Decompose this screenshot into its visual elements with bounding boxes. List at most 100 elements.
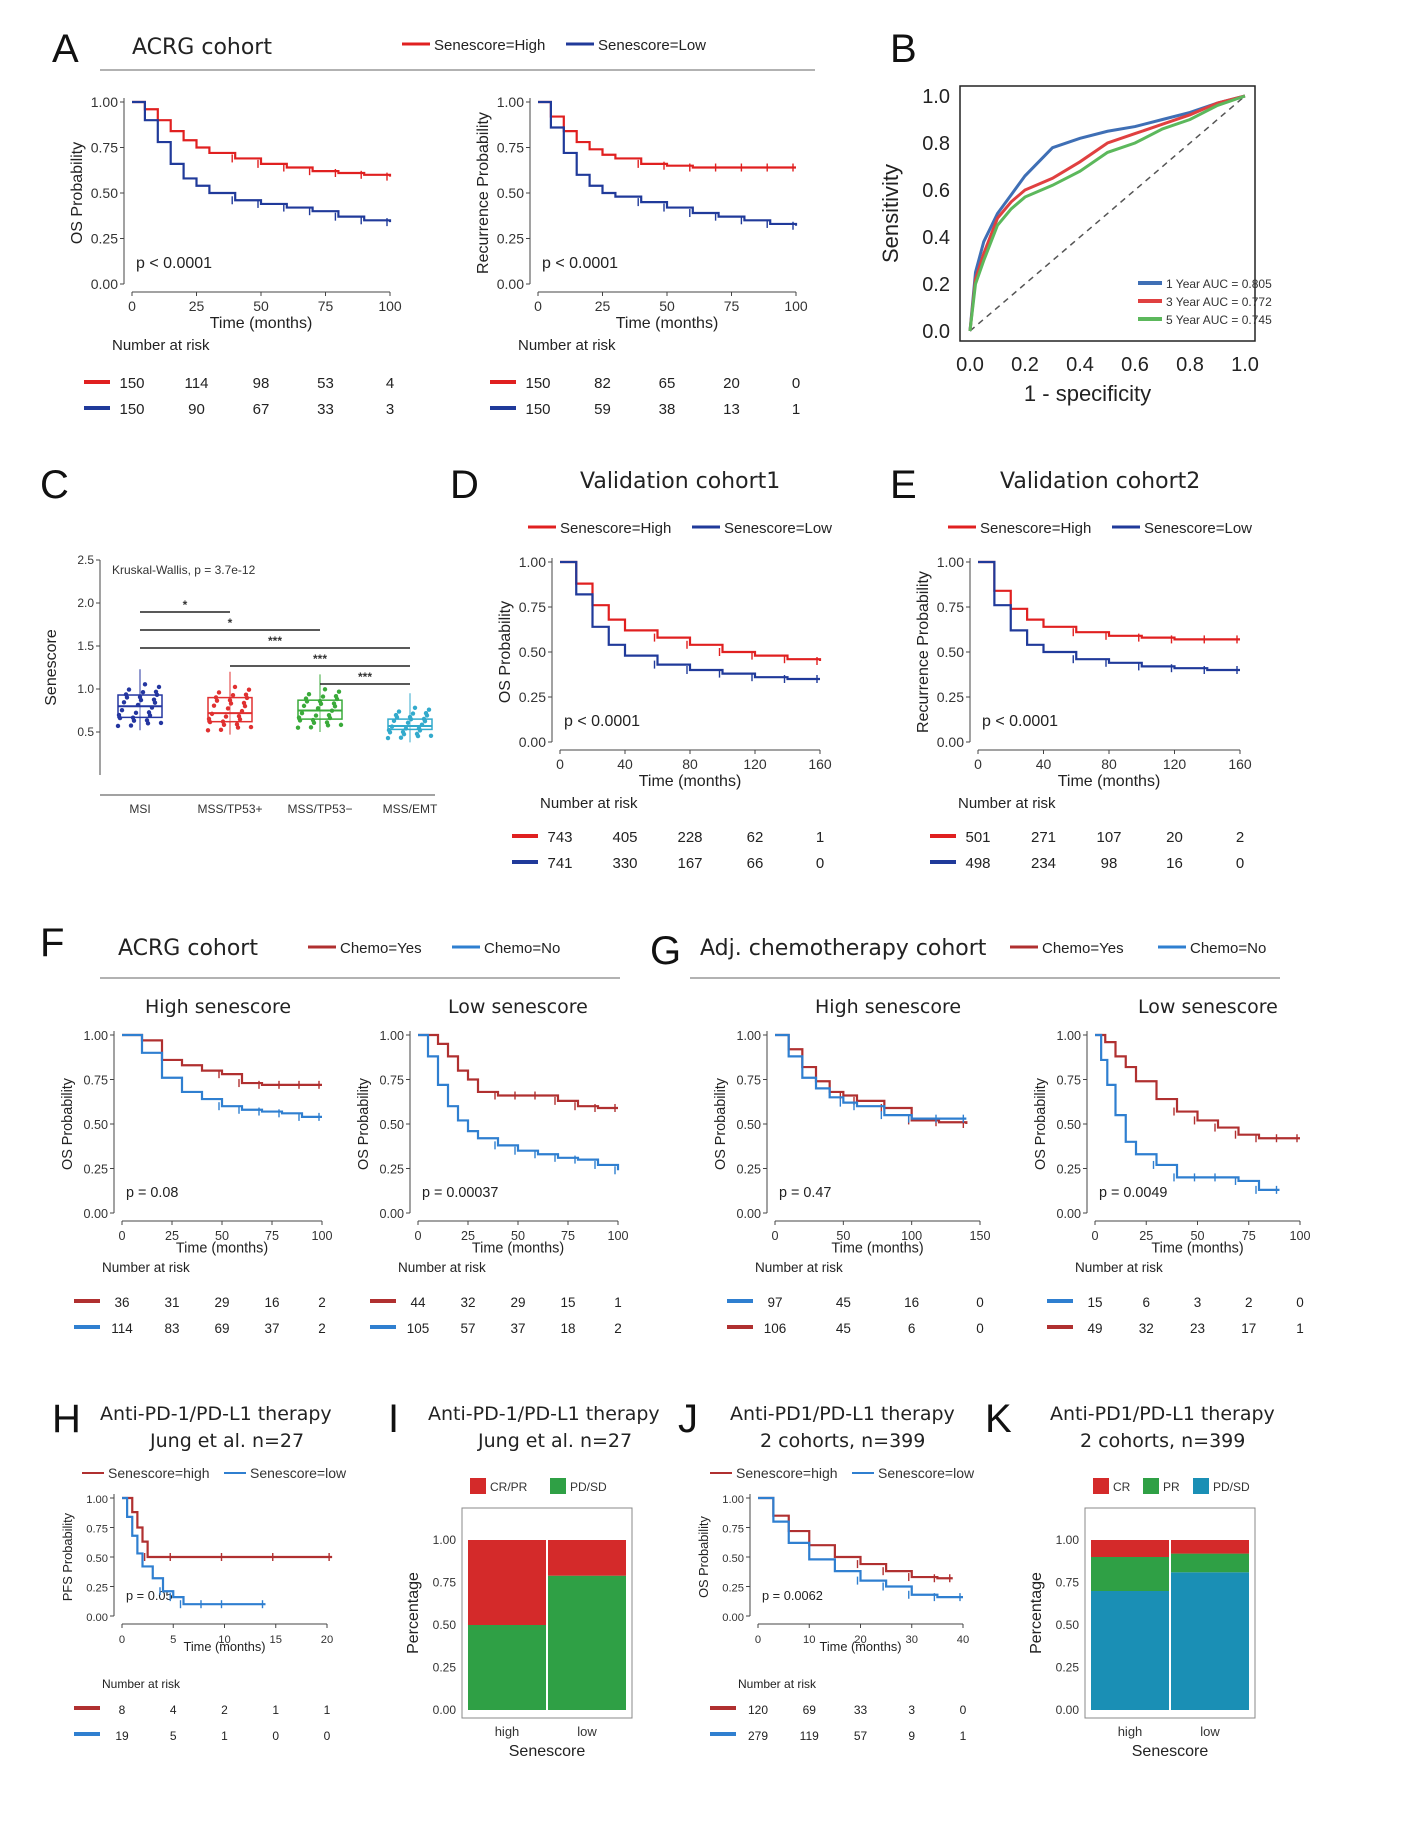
data-point bbox=[329, 708, 335, 713]
survival-curve-group-1 bbox=[122, 1496, 333, 1559]
panel-letter-k: K bbox=[985, 1397, 1012, 1441]
y-tick-label: 0.25 bbox=[83, 1163, 108, 1177]
risk-count: 33 bbox=[854, 1703, 868, 1717]
legend-label: PR bbox=[1163, 1480, 1180, 1494]
x-axis-label: Time (months) bbox=[1058, 773, 1161, 790]
x-axis-label: Time (months) bbox=[819, 1639, 901, 1654]
y-tick-label: 0.00 bbox=[937, 734, 964, 750]
data-point bbox=[223, 714, 229, 719]
x-tick-label: 0 bbox=[556, 756, 564, 772]
data-point bbox=[320, 694, 326, 699]
data-point bbox=[230, 692, 236, 698]
data-point bbox=[115, 723, 121, 729]
data-point bbox=[407, 714, 413, 720]
risk-count: 62 bbox=[747, 829, 764, 846]
number-at-risk-label: Number at risk bbox=[102, 1260, 190, 1275]
x-tick-label: low bbox=[1200, 1724, 1220, 1739]
data-point bbox=[310, 717, 316, 723]
y-tick-label: 1.00 bbox=[1056, 1029, 1081, 1043]
risk-count: 228 bbox=[677, 829, 702, 846]
risk-count: 45 bbox=[836, 1295, 851, 1310]
panel-letter-c: C bbox=[40, 463, 69, 507]
risk-count: 45 bbox=[836, 1321, 851, 1336]
data-point bbox=[414, 731, 420, 737]
plot-frame bbox=[461, 1507, 633, 1719]
bar-segment-pdsd bbox=[468, 1625, 546, 1710]
data-point bbox=[393, 712, 399, 718]
survival-curve-group-1 bbox=[560, 560, 822, 661]
y-tick-label: 0.50 bbox=[91, 185, 118, 201]
data-point bbox=[412, 705, 418, 710]
f-title: ACRG cohort bbox=[118, 936, 258, 961]
x-tick-label: 0 bbox=[534, 298, 542, 314]
j-legend: Senescore=high Senescore=low bbox=[710, 1465, 975, 1481]
x-tick-label: 50 bbox=[253, 298, 269, 314]
x-tick-label: 100 bbox=[784, 298, 808, 314]
p-value: p < 0.0001 bbox=[982, 713, 1058, 730]
data-point bbox=[209, 711, 215, 717]
risk-count: 97 bbox=[767, 1295, 782, 1310]
x-tick-label: 40 bbox=[1036, 756, 1052, 772]
risk-count: 31 bbox=[164, 1295, 179, 1310]
data-point bbox=[123, 692, 129, 697]
a2-km-plot: 0.00 0.25 0.50 0.75 1.00 0 25 50 75 100 Time (mont… bbox=[475, 94, 808, 418]
y-tick-label: 0.25 bbox=[497, 231, 524, 247]
risk-count: 1 bbox=[324, 1703, 331, 1717]
risk-count: 16 bbox=[904, 1295, 919, 1310]
x-axis-label: Time (months) bbox=[616, 315, 719, 332]
panel-letter-b: B bbox=[890, 27, 917, 71]
y-axis-label: Percentage bbox=[405, 1572, 422, 1654]
g1-subtitle: High senescore bbox=[815, 996, 961, 1018]
risk-count: 0 bbox=[792, 375, 800, 392]
y-tick-label: 0.50 bbox=[722, 1553, 744, 1565]
significance-label: *** bbox=[268, 634, 282, 648]
y-tick-label: 0.2 bbox=[922, 274, 950, 296]
data-point bbox=[317, 698, 323, 704]
x-tick-label: 40 bbox=[957, 1634, 969, 1646]
y-tick-label: 1.00 bbox=[83, 1029, 108, 1043]
number-at-risk-label: Number at risk bbox=[112, 337, 210, 354]
y-tick-label: 0.4 bbox=[922, 227, 950, 249]
g2-km-plot: 0.00 0.25 0.50 0.75 1.00 0 25 50 75 100 Time (mont… bbox=[1033, 1029, 1311, 1336]
risk-count: 2 bbox=[318, 1321, 326, 1336]
data-point bbox=[326, 712, 332, 718]
number-at-risk-label: Number at risk bbox=[540, 795, 638, 812]
x-tick-label: MSI bbox=[129, 802, 150, 816]
data-point bbox=[234, 722, 240, 727]
data-point bbox=[308, 725, 314, 730]
panel-letter-g: G bbox=[650, 929, 681, 973]
risk-count: 501 bbox=[965, 829, 990, 846]
risk-count: 9 bbox=[908, 1729, 915, 1743]
risk-count: 37 bbox=[510, 1321, 525, 1336]
p-value: p = 0.0049 bbox=[1099, 1185, 1167, 1201]
risk-count: 2 bbox=[1245, 1295, 1253, 1310]
risk-count: 150 bbox=[119, 401, 144, 418]
y-tick-label: 0.0 bbox=[922, 321, 950, 343]
survival-curve-group-1 bbox=[122, 1033, 322, 1086]
g-legend-yes: Chemo=Yes bbox=[1042, 940, 1124, 957]
risk-count: 4 bbox=[386, 375, 394, 392]
risk-count: 150 bbox=[119, 375, 144, 392]
x-tick-label: 100 bbox=[311, 1229, 332, 1243]
data-point bbox=[216, 690, 222, 695]
y-axis-label: OS Probability bbox=[497, 601, 514, 703]
risk-count: 29 bbox=[510, 1295, 525, 1310]
risk-count: 2 bbox=[318, 1295, 326, 1310]
roc-legend-label: 1 Year AUC = 0.805 bbox=[1166, 277, 1272, 291]
y-tick-label: 0.25 bbox=[91, 231, 118, 247]
panel-letter-d: D bbox=[450, 463, 479, 507]
y-tick-label: 0.6 bbox=[922, 180, 950, 202]
survival-curve-group-1 bbox=[538, 100, 796, 169]
data-point bbox=[303, 696, 309, 701]
bar-segment-crpr bbox=[548, 1540, 626, 1576]
risk-count: 83 bbox=[164, 1321, 179, 1336]
i-stacked-bar: 0.00 0.25 0.50 0.75 1.00 Percentage high low Sen… bbox=[405, 1478, 633, 1760]
risk-count: 98 bbox=[253, 375, 270, 392]
panel-letters: A B C D E F G H I J K bbox=[40, 27, 1012, 1441]
f-legend: Chemo=Yes Chemo=No bbox=[308, 940, 560, 957]
i-title-2: Jung et al. n=27 bbox=[477, 1430, 632, 1452]
risk-count: 1 bbox=[221, 1729, 228, 1743]
d-legend: Senescore=High Senescore=Low bbox=[528, 520, 832, 537]
i-title-1: Anti-PD-1/PD-L1 therapy bbox=[428, 1403, 660, 1425]
